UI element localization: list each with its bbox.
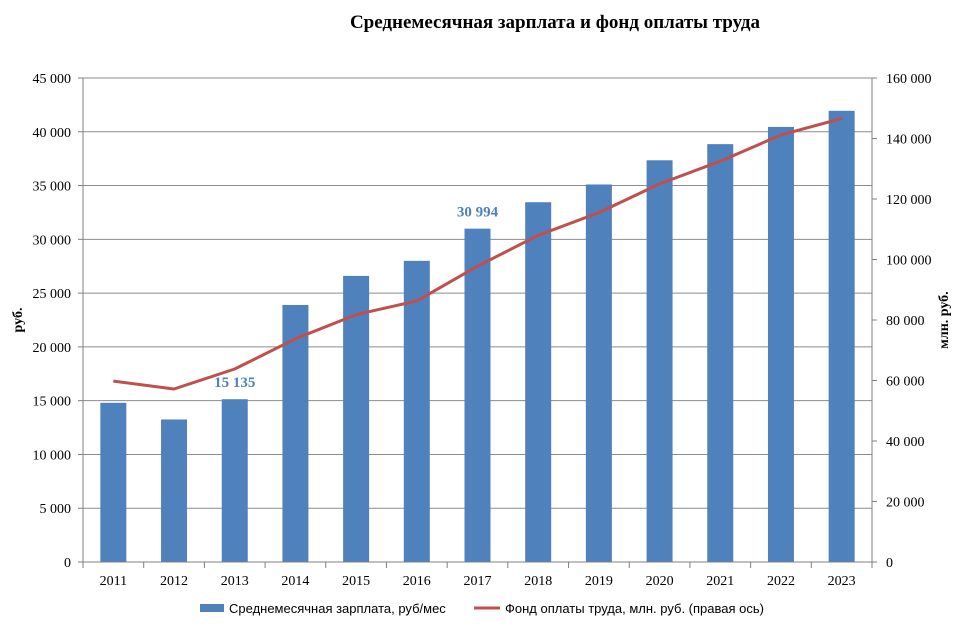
left-tick-label: 25 000 [33, 287, 72, 302]
right-tick-label: 20 000 [886, 496, 925, 511]
x-tick-label: 2022 [767, 574, 795, 589]
bar [646, 160, 673, 562]
x-tick-label: 2020 [646, 574, 674, 589]
y-left-axis-title: руб. [11, 308, 26, 333]
y-right-axis-title: млн. руб. [937, 291, 952, 348]
legend: Среднемесячная зарплата, руб/мес Фонд опл… [200, 601, 764, 616]
x-tick-label: 2012 [160, 574, 188, 589]
bar [161, 419, 188, 562]
bar [282, 304, 309, 562]
axes: 0 5 000 10 000 15 000 20 000 25 000 30 000 35 0… [11, 72, 952, 589]
line-series [113, 117, 843, 391]
bar-data-label: 15 135 [214, 375, 255, 391]
bar [525, 202, 552, 562]
legend-bar-label: Среднемесячная зарплата, руб/мес [229, 601, 446, 616]
x-tick-label: 2013 [221, 574, 249, 589]
x-tick-label: 2016 [403, 574, 431, 589]
bar [221, 399, 248, 562]
bar-series [100, 110, 855, 563]
chart-title: Среднемесячная зарплата и фонд оплаты тр… [349, 12, 761, 33]
bar [464, 228, 491, 562]
left-tick-label: 15 000 [33, 395, 72, 410]
bar [100, 402, 127, 562]
x-tick-label: 2018 [524, 574, 552, 589]
bar [828, 110, 855, 562]
x-tick-label: 2021 [706, 574, 734, 589]
bar [403, 260, 430, 562]
x-tick-label: 2015 [342, 574, 370, 589]
bar-data-label: 30 994 [457, 205, 499, 221]
x-tick-label: 2019 [585, 574, 613, 589]
legend-bar-swatch [200, 604, 224, 612]
left-tick-label: 35 000 [33, 180, 72, 195]
bar [767, 126, 794, 562]
x-tick-label: 2014 [281, 574, 309, 589]
left-tick-label: 20 000 [33, 341, 72, 356]
bar [343, 275, 370, 562]
left-tick-label: 45 000 [33, 72, 72, 87]
x-tick-label: 2023 [828, 574, 856, 589]
x-tick-label: 2011 [100, 574, 127, 589]
bar [707, 144, 734, 562]
right-tick-label: 100 000 [886, 254, 932, 269]
left-tick-label: 10 000 [33, 448, 72, 463]
right-tick-label: 40 000 [886, 435, 925, 450]
left-tick-label: 5 000 [40, 502, 72, 517]
right-tick-label: 60 000 [886, 375, 925, 390]
bar [585, 184, 612, 563]
left-tick-label: 0 [64, 556, 71, 571]
left-tick-label: 30 000 [33, 233, 72, 248]
data-labels: 15 135 30 994 [214, 205, 499, 392]
right-tick-label: 140 000 [886, 133, 932, 148]
left-tick-label: 40 000 [33, 126, 72, 141]
right-tick-label: 0 [886, 556, 893, 571]
legend-line-label: Фонд оплаты труда, млн. руб. (правая ось… [505, 601, 764, 616]
right-tick-label: 160 000 [886, 72, 932, 87]
right-tick-label: 80 000 [886, 314, 925, 329]
x-tick-label: 2017 [464, 574, 492, 589]
right-tick-label: 120 000 [886, 193, 932, 208]
